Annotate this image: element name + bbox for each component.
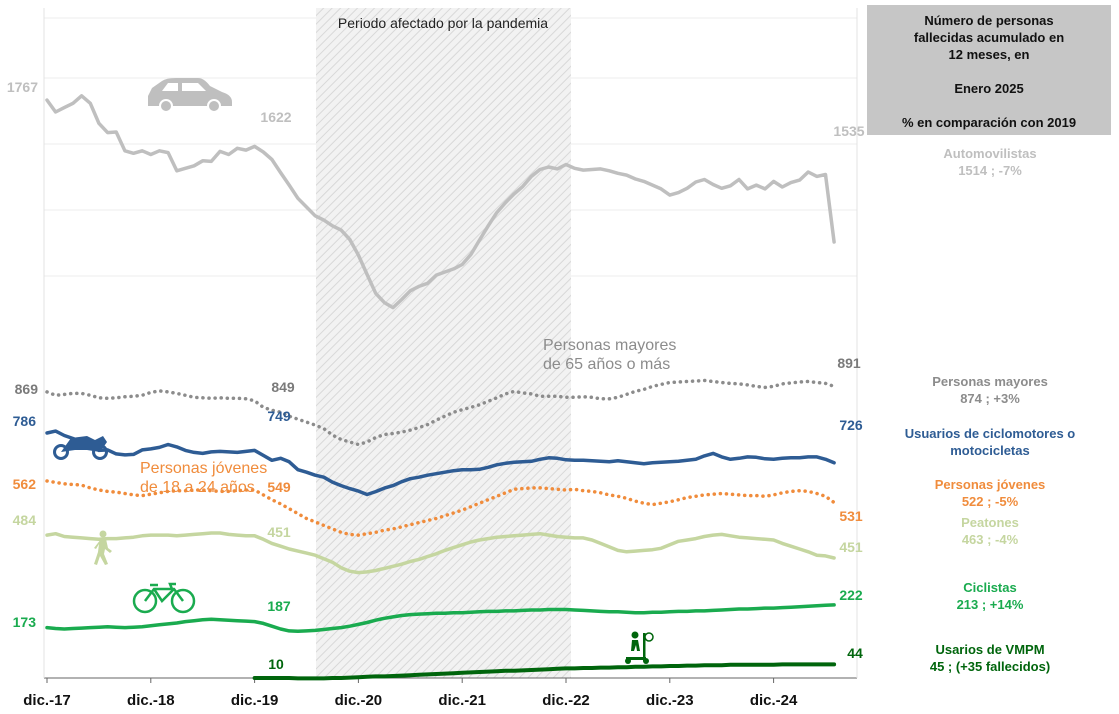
pedestrian-icon [94,530,112,565]
start-value-label-elderly: 869 [15,381,39,397]
right-label-bike-value: 213 ; +14% [956,597,1024,612]
mid-value-label-bike: 187 [267,598,291,614]
right-label-bike-name: Ciclistas [963,580,1017,595]
mid-value-label-car: 1622 [260,109,291,125]
right-label-young: Personas jóvenes 522 ; -5% [870,476,1110,510]
x-tick-label: dic.-17 [23,692,71,709]
mid-value-label-young: 549 [267,479,291,495]
series-line-young [45,479,836,537]
right-label-elderly: Personas mayores 874 ; +3% [870,373,1110,407]
young-inline-label-line1: Personas jóvenes [140,460,267,477]
start-value-label-ped: 484 [13,512,37,528]
end-value-label-ped: 451 [839,539,863,555]
series-line-car [45,94,836,310]
end-value-label-moto: 726 [839,417,863,433]
mid-value-label-elderly: 849 [271,379,295,395]
series-line-vmp [252,662,837,681]
mid-value-label-ped: 451 [267,524,291,540]
x-tick-label: dic.-22 [542,692,590,709]
car-icon [148,78,232,113]
legend-title-line: % en comparación con 2019 [901,115,1077,130]
end-value-label-elderly: 891 [837,355,861,371]
elderly-inline-label: Personas mayores de 65 años o más [543,337,676,373]
right-label-vmp-name: Usarios de VMPM [935,642,1045,657]
x-tick-label: dic.-19 [231,692,279,709]
right-label-car: Automovilistas 1514 ; -7% [870,145,1110,179]
bicycle-icon [132,582,196,614]
mid-value-label-vmp: 10 [268,656,284,672]
x-tick-label: dic.-21 [438,692,486,709]
series-line-moto [45,429,836,497]
right-label-vmp-value: 45 ; (+35 fallecidos) [929,659,1051,674]
right-label-elderly-value: 874 ; +3% [960,391,1020,406]
legend-title-line [867,97,1111,114]
right-label-bike: Ciclistas 213 ; +14% [870,579,1110,613]
right-label-moto-name: Usuarios de ciclomotores o [904,426,1076,441]
elderly-inline-label-line1: Personas mayores [543,337,676,354]
series-line-bike [45,603,836,634]
right-label-moto-name2: motocicletas [950,443,1030,458]
scooter-icon [625,631,654,664]
end-value-label-car: 1535 [833,123,864,139]
young-inline-label-line2: de 18 a 24 años [140,479,255,496]
young-inline-label: Personas jóvenes de 18 a 24 años [140,460,267,496]
right-label-vmp: Usarios de VMPM 45 ; (+35 fallecidos) [870,641,1110,675]
start-value-label-young: 562 [13,476,37,492]
legend-title-line: fallecidas acumulado en [913,30,1065,45]
pandemic-annotation: Periodo afectado por la pandemia [338,15,548,31]
start-value-label-bike: 173 [13,614,37,630]
x-tick-label: dic.-18 [127,692,175,709]
start-value-label-moto: 786 [13,413,37,429]
right-label-moto: Usuarios de ciclomotores o motocicletas [870,425,1110,459]
legend-title-line: Número de personas [924,13,1054,28]
x-tick-label: dic.-20 [335,692,383,709]
end-value-label-young: 531 [839,508,863,524]
right-label-young-value: 522 ; -5% [961,494,1019,509]
right-label-elderly-name: Personas mayores [932,374,1048,389]
series-lines [45,94,837,681]
x-tick-label: dic.-23 [646,692,694,709]
x-tick-label: dic.-24 [750,692,798,709]
end-value-label-bike: 222 [839,587,863,603]
right-label-ped-value: 463 ; -4% [961,532,1019,547]
right-label-ped: Peatones 463 ; -4% [870,514,1110,548]
series-line-elderly [45,378,836,447]
mid-value-label-moto: 749 [267,408,291,424]
motorcycle-icon [53,436,108,460]
series-line-ped [45,531,836,575]
pandemic-period-band [316,8,571,678]
legend-title-line [867,63,1111,80]
right-label-car-name: Automovilistas [943,146,1037,161]
right-label-young-name: Personas jóvenes [934,477,1046,492]
right-label-ped-name: Peatones [961,515,1019,530]
right-label-car-value: 1514 ; -7% [958,163,1022,178]
legend-box: Número de personas fallecidas acumulado … [867,5,1111,135]
end-value-label-vmp: 44 [847,645,863,661]
series-value-labels: 1767 1622 1535 869 849 891 786 749 726 562 549 531 4… [7,79,865,672]
legend-title-line: 12 meses, en [948,47,1030,62]
legend-title-line: Enero 2025 [954,81,1024,96]
x-axis-ticks: dic.-17 dic.-18 dic.-19 dic.-20 dic.-21 dic.-… [23,678,798,709]
elderly-inline-label-line2: de 65 años o más [543,356,670,373]
start-value-label-car: 1767 [7,79,38,95]
